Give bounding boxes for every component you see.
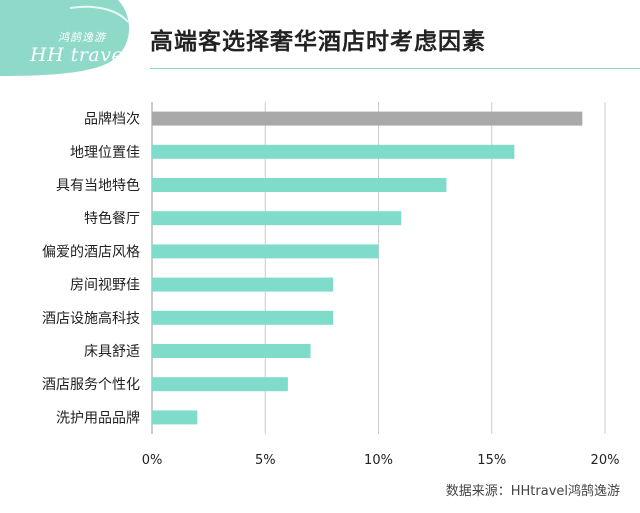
logo-brand-text: HH travel [30,44,130,66]
category-label: 地理位置佳 [70,145,140,161]
category-label: 酒店服务个性化 [42,377,140,393]
bar [152,178,447,192]
bar [152,111,583,126]
x-tick-label: 5% [255,453,276,468]
category-label: 具有当地特色 [56,177,140,194]
logo-chinese-text: 鸿鹄逸游 [58,31,106,44]
category-label: 品牌档次 [84,111,140,128]
bar [152,277,334,292]
x-tick-label: 15% [477,453,506,468]
category-label: 洗护用品品牌 [56,409,140,426]
bar [152,310,334,325]
bar [152,410,198,425]
x-tick-label: 10% [364,453,393,468]
hhtravel-logo: 鸿鹄逸游 HH travel [0,0,136,78]
x-tick-label: 0% [142,453,163,468]
title-divider [150,68,640,69]
logo-background [0,0,130,76]
data-source-note: 数据来源：HHtravel鸿鹄逸游 [445,484,620,499]
bar [152,211,402,226]
page-title: 高端客选择奢华酒店时考虑因素 [150,29,486,55]
category-label: 房间视野佳 [70,278,140,294]
category-label: 床具舒适 [84,344,140,360]
category-label: 偏爱的酒店风格 [42,244,140,260]
bar [152,377,288,392]
x-tick-label: 20% [591,453,620,468]
bar [152,144,515,159]
category-label: 特色餐厅 [84,210,140,227]
bar [152,344,311,358]
category-label: 酒店设施高科技 [42,310,140,327]
bar [152,244,379,259]
